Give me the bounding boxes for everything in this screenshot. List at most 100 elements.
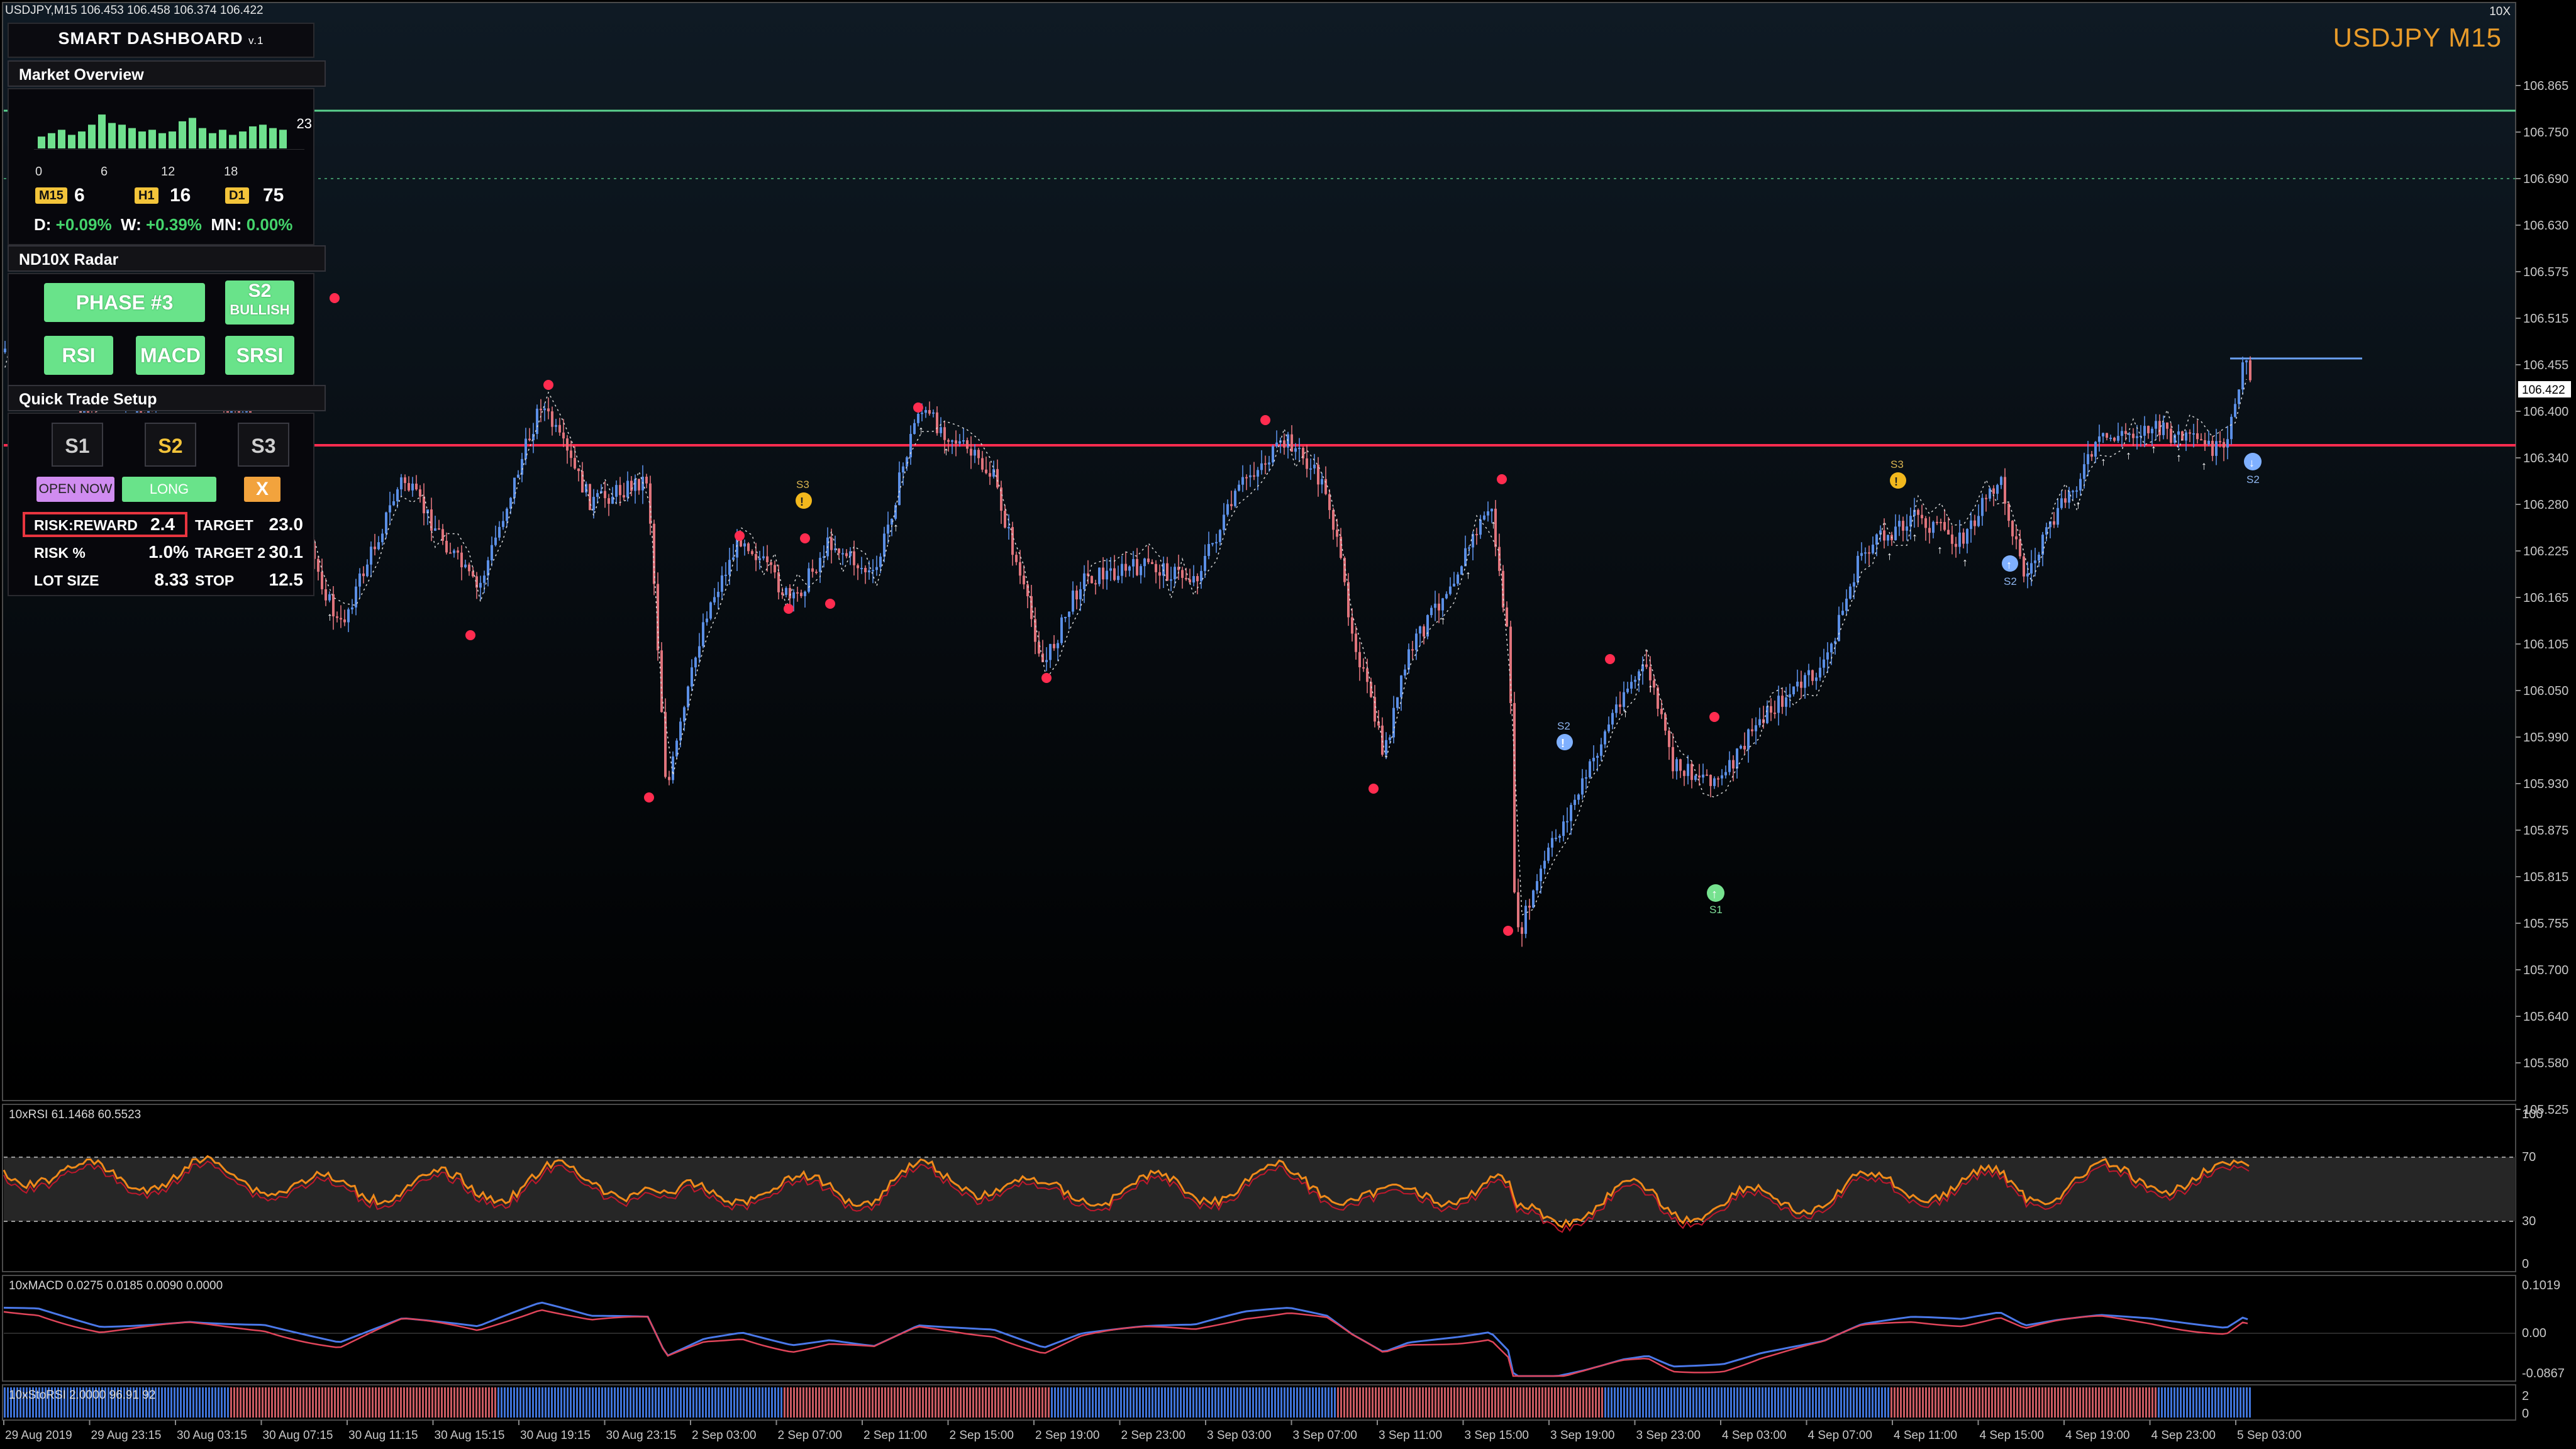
srsi-bar: [802, 1387, 804, 1418]
srsi-bar: [287, 1387, 289, 1418]
srsi-bar: [1771, 1387, 1773, 1418]
candle-body: [732, 557, 735, 560]
srsi-bar: [199, 1387, 201, 1418]
candle-body: [838, 548, 840, 553]
radar-srsi-button[interactable]: SRSI: [225, 336, 294, 375]
srsi-bar: [1192, 1387, 1194, 1418]
srsi-bar: [793, 1387, 795, 1418]
srsi-bar: [1523, 1387, 1524, 1418]
srsi-bar: [1963, 1387, 1965, 1418]
srsi-bar: [1727, 1387, 1729, 1418]
srsi-bar: [881, 1387, 883, 1418]
srsi-bar: [2013, 1387, 2015, 1418]
candle-body: [1834, 641, 1836, 644]
candle-body: [1517, 892, 1519, 928]
perf-day-label: D:: [34, 215, 52, 234]
signal-s3-right[interactable]: ! S3: [1890, 458, 1906, 489]
srsi-bar: [1246, 1387, 1248, 1418]
signal-s3-left[interactable]: ! S3: [796, 479, 812, 509]
radar-rsi-button[interactable]: RSI: [44, 336, 113, 375]
long-button[interactable]: LONG: [122, 477, 216, 502]
buy-arrow: ↑: [1648, 682, 1653, 694]
srsi-bar: [208, 1387, 210, 1418]
srsi-bar: [362, 1387, 364, 1418]
candle-body: [785, 587, 787, 595]
srsi-bar: [2180, 1387, 2182, 1418]
srsi-bar: [1296, 1387, 1298, 1418]
candle-body: [804, 591, 806, 596]
candle-body: [2015, 536, 2018, 540]
buy-arrow: ↑: [1887, 550, 1892, 562]
srsi-bar: [708, 1387, 710, 1418]
srsi-bar: [2164, 1387, 2166, 1418]
s2-bullish-button[interactable]: S2 BULLISH: [225, 280, 294, 325]
signal-s2-far[interactable]: ↓ S2: [2244, 453, 2262, 486]
srsi-bar: [837, 1387, 839, 1418]
candle-body: [702, 622, 704, 647]
price-tick-label: 106.575: [2523, 265, 2568, 279]
candle-body: [1015, 555, 1018, 562]
srsi-bar: [1831, 1387, 1833, 1418]
candle-body: [1294, 448, 1297, 452]
srsi-bar: [1828, 1387, 1829, 1418]
srsi-bar: [1441, 1387, 1443, 1418]
srsi-bar: [1196, 1387, 1197, 1418]
candle-body: [1166, 563, 1169, 581]
srsi-bar: [136, 1387, 138, 1418]
srsi-bar: [1689, 1387, 1691, 1418]
srsi-bar: [1724, 1387, 1726, 1418]
candle-body: [860, 568, 863, 570]
swing-point-dot: [1503, 926, 1513, 936]
swing-point-dot: [465, 630, 475, 640]
srsi-bar: [73, 1387, 75, 1418]
candle-body: [423, 496, 425, 514]
close-trade-button[interactable]: X: [244, 477, 280, 502]
srsi-bar: [894, 1387, 896, 1418]
candle-body: [2170, 428, 2172, 443]
srsi-bar: [595, 1387, 597, 1418]
candle-body: [951, 440, 953, 442]
srsi-bar: [944, 1387, 946, 1418]
s1-button[interactable]: S1: [52, 423, 103, 467]
srsi-bar: [1815, 1387, 1817, 1418]
candle-body: [2098, 436, 2101, 442]
candle-body: [581, 471, 584, 493]
signal-s2-mid[interactable]: ! S2: [1557, 720, 1573, 750]
srsi-bar: [1872, 1387, 1874, 1418]
srsi-bar: [2224, 1387, 2226, 1418]
risk-reward-highlight: [23, 512, 187, 537]
candle-body: [1117, 575, 1119, 580]
srsi-bar: [375, 1387, 377, 1418]
phase-button[interactable]: PHASE #3: [44, 283, 205, 322]
candle-body: [1102, 567, 1104, 580]
candle-body: [1943, 522, 1946, 530]
candle-body: [1377, 721, 1380, 726]
buy-arrow: ↑: [918, 424, 924, 436]
srsi-bar: [419, 1387, 421, 1418]
srsi-bar: [1752, 1387, 1754, 1418]
candle-body: [1430, 608, 1433, 616]
srsi-bar: [318, 1387, 320, 1418]
candle-body: [513, 477, 516, 498]
signal-s1[interactable]: ↑ S1: [1707, 884, 1724, 916]
candle-body: [1460, 566, 1463, 575]
candle-body: [1683, 770, 1685, 776]
radar-macd-button[interactable]: MACD: [136, 336, 205, 375]
current-price-tag: [2518, 381, 2571, 397]
srsi-bar: [369, 1387, 370, 1418]
open-now-button[interactable]: OPEN NOW: [36, 477, 114, 502]
stop-value: 12.5: [269, 570, 304, 589]
s2-button[interactable]: S2: [145, 423, 196, 467]
candle-body: [521, 458, 523, 475]
srsi-bar: [1853, 1387, 1855, 1418]
srsi-bar: [1038, 1387, 1040, 1418]
srsi-bar: [1969, 1387, 1971, 1418]
signal-s2-right[interactable]: ↑ S2: [2002, 555, 2018, 587]
candle-body: [1441, 598, 1444, 611]
s3-button[interactable]: S3: [238, 423, 289, 467]
srsi-bar: [699, 1387, 701, 1418]
srsi-bar: [1501, 1387, 1502, 1418]
candle-body: [1445, 594, 1448, 599]
candle-body: [1226, 504, 1229, 515]
